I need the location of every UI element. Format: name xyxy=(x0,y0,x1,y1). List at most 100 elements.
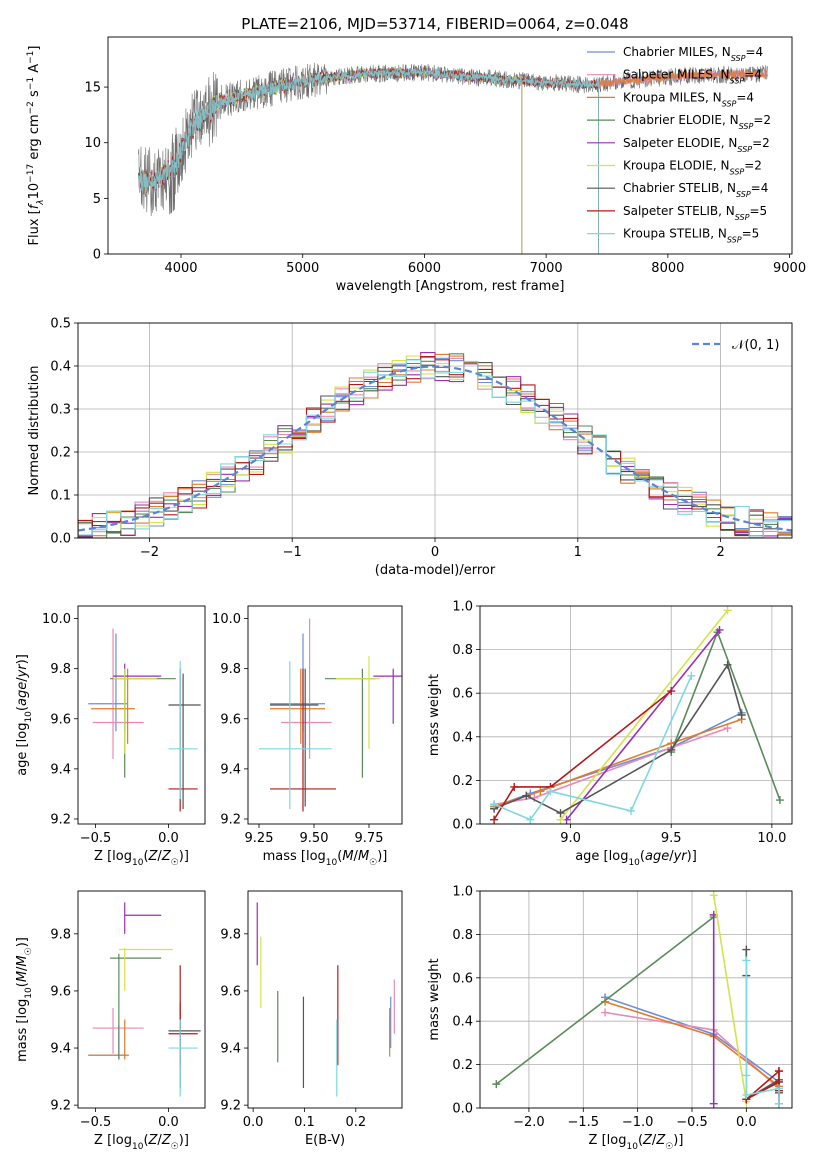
series-chabrier-elodie xyxy=(667,628,784,805)
series-marker xyxy=(742,1071,751,1080)
label-part: ] xyxy=(27,46,42,51)
series-line xyxy=(745,949,780,1101)
x-tick-label: 0.0 xyxy=(158,1115,179,1130)
legend-text: Salpeter ELODIE, N xyxy=(623,136,737,150)
errorbar-salpeter-miles xyxy=(281,618,332,759)
series-marker xyxy=(667,687,676,696)
x-axis-label: Z [log10(Z/Z☉)] xyxy=(94,849,189,868)
errorbar-chabrier-miles xyxy=(88,633,128,732)
legend-sub: SSP xyxy=(730,167,745,176)
y-tick-label: 1.0 xyxy=(452,885,473,900)
errorbar-kroupa-stelib xyxy=(168,1019,198,1097)
label-part: erg cm xyxy=(27,114,42,163)
series-line xyxy=(745,1069,780,1104)
model-line-salpeter-stelib xyxy=(138,66,599,254)
label-part: ( xyxy=(15,706,30,711)
model-line-chabrier-elodie xyxy=(137,67,523,254)
legend-count: =4 xyxy=(751,181,769,195)
panel-mw_vs_age: 9.0 9.5 10.0 0.0 0.2 0.4 0.6 0.8 1.0 age [log10(a… xyxy=(427,600,793,868)
axes-frame xyxy=(479,605,793,825)
x-tick-label: 0.0 xyxy=(158,831,179,846)
legend-label-kroupa-elodie: Kroupa ELODIE, NSSP=2 xyxy=(623,159,762,177)
x-axis-label: Z [log10(Z/Z☉)] xyxy=(94,1133,189,1152)
y-axis-label: mass [log10(M/M☉)] xyxy=(15,937,34,1062)
axes-frame xyxy=(77,605,206,825)
y-tick-label: 9.6 xyxy=(50,984,71,999)
x-tick-label: 0 xyxy=(431,545,439,560)
label-part: )] xyxy=(377,849,387,864)
legend-sub: SSP xyxy=(735,212,750,221)
x-tick-label: −0.5 xyxy=(676,1115,708,1130)
errorbar-chabrier-stelib xyxy=(270,668,319,807)
y-tick-label: 0.0 xyxy=(50,532,71,547)
errorbar-chabrier-stelib xyxy=(168,1002,201,1089)
x-tick-label: 9.50 xyxy=(300,831,329,846)
x-tick-label: 9.25 xyxy=(245,831,274,846)
series-marker xyxy=(490,815,499,824)
model-line-kroupa-stelib xyxy=(137,67,599,254)
label-part: ( xyxy=(15,982,30,987)
series-marker xyxy=(742,1090,751,1099)
y-tick-label: 0.8 xyxy=(452,643,473,658)
label-part: )] xyxy=(15,937,30,947)
axes-frame xyxy=(77,322,793,539)
label-part: ( xyxy=(143,1133,148,1148)
y-tick-label: 0.3 xyxy=(50,403,71,418)
label-part: ☉ xyxy=(171,858,179,868)
series-kroupa-stelib xyxy=(742,956,783,1108)
label-part: yr xyxy=(15,663,30,679)
series-marker xyxy=(526,815,535,824)
errorbar-salpeter-miles xyxy=(92,628,144,759)
plot-area-mass_vs_Z xyxy=(88,902,201,1097)
y-tick-label: 5 xyxy=(93,192,101,207)
series-line xyxy=(712,895,748,1102)
series-marker xyxy=(536,787,545,796)
series-marker xyxy=(667,745,676,754)
y-axis-label: mass weight xyxy=(427,958,442,1040)
label-part: 10 xyxy=(326,858,338,868)
label-part: Z xyxy=(148,1133,159,1148)
x-tick-label: −2 xyxy=(140,545,159,560)
legend-count: =5 xyxy=(742,227,760,241)
y-tick-label: 0.8 xyxy=(452,928,473,943)
x-tick-label: 7000 xyxy=(530,261,563,276)
label-part: / xyxy=(652,1133,657,1148)
errorbar-salpeter-stelib xyxy=(168,965,198,1066)
errorbar-kroupa-elodie xyxy=(113,668,157,754)
axes-mw_vs_Z: −2.0 −1.5 −1.0 −0.5 0.0 0.0 0.2 0.4 0.6 0.8 1.0 Z [… xyxy=(427,885,793,1152)
y-tick-label: 9.8 xyxy=(220,662,241,677)
series-salpeter-elodie xyxy=(709,910,718,1108)
label-part: M xyxy=(15,971,30,982)
y-axis-label: Flux [fλ10−17 erg cm−2 s−1 A−1] xyxy=(26,46,46,246)
legend-residuals: 𝒩(0, 1) xyxy=(692,338,779,353)
series-marker xyxy=(546,787,555,796)
x-tick-label: −1 xyxy=(283,545,302,560)
series-kroupa-elodie xyxy=(709,891,751,1106)
legend-sub: SSP xyxy=(730,76,745,85)
errorbar-salpeter-miles xyxy=(92,1008,144,1054)
label-part: age xyxy=(645,849,669,864)
axes-frame xyxy=(247,605,403,825)
normal-curve xyxy=(78,365,792,532)
axes-frame xyxy=(247,890,403,1109)
plot-area-mw_vs_age xyxy=(490,606,784,824)
errorbar-chabrier-elodie xyxy=(110,953,162,1060)
y-tick-label: 9.6 xyxy=(220,984,241,999)
errorbar-salpeter-stelib xyxy=(270,668,336,812)
y-axis-label: Normed distribution xyxy=(27,366,42,496)
errorbar-kroupa-miles xyxy=(88,1019,130,1060)
series-chabrier-elodie xyxy=(492,913,718,1089)
label-part: Z [log xyxy=(94,849,132,864)
y-tick-label: 0.2 xyxy=(452,774,473,789)
x-tick-label: −2.0 xyxy=(513,1115,545,1130)
label-part: ( xyxy=(337,849,342,864)
plot-area-age_vs_Z xyxy=(88,628,201,812)
y-tick-label: 10 xyxy=(84,136,101,151)
series-marker xyxy=(774,1099,783,1108)
y-tick-label: 0.6 xyxy=(452,687,473,702)
legend-text: Salpeter MILES, N xyxy=(623,68,730,82)
legend-label-kroupa-stelib: Kroupa STELIB, NSSP=5 xyxy=(623,227,759,245)
series-marker xyxy=(626,806,635,815)
label-part: Z xyxy=(161,849,172,864)
x-tick-label: 9000 xyxy=(773,261,806,276)
